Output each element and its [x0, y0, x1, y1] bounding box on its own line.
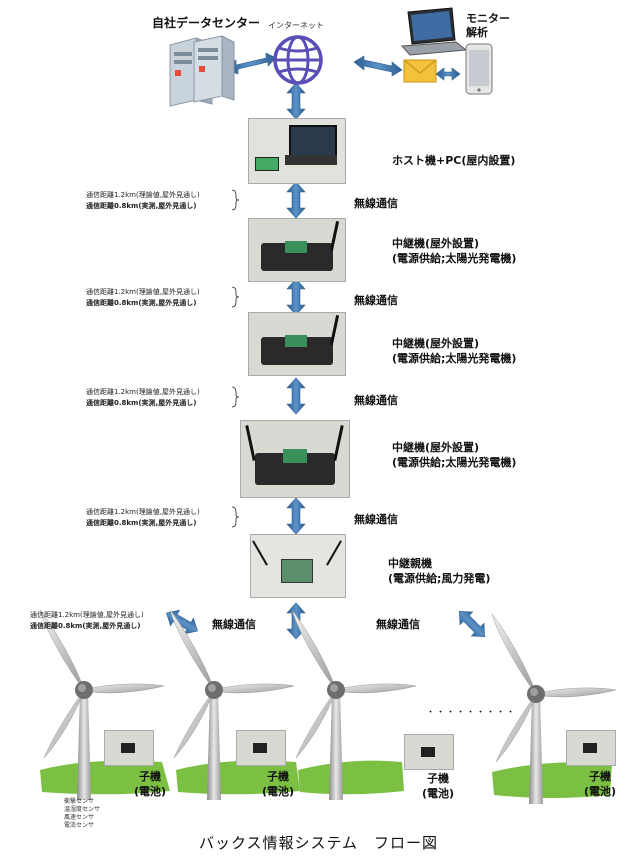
sensor-wind-speed: 風速センサ — [64, 814, 95, 821]
brace-1 — [231, 189, 240, 211]
server-icon — [169, 35, 235, 107]
arrow-link-2 — [286, 278, 306, 316]
child-2-label: 子機 (電池) — [262, 769, 294, 799]
relay-1-line2: (電源供給;太陽光発電機) — [392, 252, 517, 265]
link-1-label: 無線通信 — [354, 197, 398, 210]
link-4-theory: 通信距離1.2km(理論値,屋外見通し) — [86, 508, 200, 516]
child-4-line1: 子機 — [589, 770, 612, 783]
brace-3 — [231, 386, 240, 408]
child-1-label: 子機 (電池) — [134, 769, 166, 799]
child-photo-4 — [566, 730, 616, 766]
arrow-link-4 — [286, 497, 306, 535]
relay-photo-1 — [248, 218, 346, 282]
link-1-measured: 通信距離0.8km(実測,屋外見通し) — [86, 202, 197, 210]
child-4-label: 子機 (電池) — [584, 769, 616, 799]
arrow-link-3 — [286, 377, 306, 415]
child-3-label: 子機 (電池) — [422, 771, 454, 801]
brace-2 — [231, 286, 240, 308]
relay-3-label: 中継機(屋外設置) (電源供給;太陽光発電機) — [392, 440, 516, 470]
parent-relay-line2: (電源供給;風力発電) — [388, 572, 491, 585]
sensor-temp-humidity: 温湿度センサ — [64, 806, 101, 813]
link-3-distance: 通信距離1.2km(理論値,屋外見通し) 通信距離0.8km(実測,屋外見通し) — [86, 387, 200, 409]
link-3-label: 無線通信 — [354, 394, 398, 407]
link-4-label: 無線通信 — [354, 513, 398, 526]
link-4-measured: 通信距離0.8km(実測,屋外見通し) — [86, 519, 197, 527]
child-2-line1: 子機 — [267, 770, 290, 783]
relay-1-label: 中継機(屋外設置) (電源供給;太陽光発電機) — [392, 236, 516, 266]
bottom-link-theory: 通信距離1.2km(理論値,屋外見通し) — [30, 611, 144, 619]
grass-hills — [40, 760, 612, 798]
relay-2-line2: (電源供給;太陽光発電機) — [392, 352, 517, 365]
sensor-list: 衝撃センサ 温湿度センサ 風速センサ 電流センサ — [64, 798, 100, 830]
link-2-label: 無線通信 — [354, 294, 398, 307]
figure-caption: バックス情報システム フロー図 — [198, 834, 439, 852]
bottom-link-label-center: 無線通信 — [212, 618, 256, 631]
monitor-label-line2: 解析 — [466, 26, 488, 39]
mail-icon — [403, 59, 437, 83]
relay-photo-3 — [240, 420, 350, 498]
link-3-theory: 通信距離1.2km(理論値,屋外見通し) — [86, 388, 200, 396]
sensor-current: 電流センサ — [64, 822, 95, 829]
parent-relay-label: 中継親機 (電源供給;風力発電) — [388, 556, 490, 586]
link-2-measured: 通信距離0.8km(実測,屋外見通し) — [86, 299, 197, 307]
internet-label: インターネット — [268, 21, 324, 30]
smartphone-icon — [465, 43, 493, 95]
parent-relay-photo — [250, 534, 346, 598]
sensor-impact: 衝撃センサ — [64, 798, 95, 805]
arrow-link-1 — [286, 181, 306, 219]
child-1-line1: 子機 — [139, 770, 162, 783]
child-4-line2: (電池) — [584, 785, 617, 798]
relay-1-line1: 中継機(屋外設置) — [392, 237, 480, 250]
link-4-distance: 通信距離1.2km(理論値,屋外見通し) 通信距離0.8km(実測,屋外見通し) — [86, 507, 200, 529]
arrow-internet-mail — [353, 55, 403, 77]
globe-icon — [273, 35, 323, 85]
link-1-theory: 通信距離1.2km(理論値,屋外見通し) — [86, 191, 200, 199]
link-3-measured: 通信距離0.8km(実測,屋外見通し) — [86, 399, 197, 407]
link-2-theory: 通信距離1.2km(理論値,屋外見通し) — [86, 288, 200, 296]
host-pc-photo — [248, 118, 346, 184]
arrow-internet-host — [286, 82, 306, 120]
child-2-line2: (電池) — [262, 785, 295, 798]
child-photo-3 — [404, 734, 454, 770]
bottom-link-distance: 通信距離1.2km(理論値,屋外見通し) 通信距離0.8km(実測,屋外見通し) — [30, 610, 144, 632]
child-photo-1 — [104, 730, 154, 766]
child-3-line2: (電池) — [422, 787, 455, 800]
bottom-link-measured: 通信距離0.8km(実測,屋外見通し) — [30, 622, 141, 630]
parent-relay-line1: 中継親機 — [388, 557, 432, 570]
link-2-distance: 通信距離1.2km(理論値,屋外見通し) 通信距離0.8km(実測,屋外見通し) — [86, 287, 200, 309]
bottom-link-label-right: 無線通信 — [376, 618, 420, 631]
relay-3-line1: 中継機(屋外設置) — [392, 441, 480, 454]
relay-photo-2 — [248, 312, 346, 376]
monitor-label-line1: モニター — [466, 12, 510, 25]
more-children-ellipsis: ・・・・・・・・・ — [426, 708, 517, 718]
link-1-distance: 通信距離1.2km(理論値,屋外見通し) 通信距離0.8km(実測,屋外見通し) — [86, 190, 200, 212]
datacenter-label: 自社データセンター — [152, 16, 261, 30]
relay-3-line2: (電源供給;太陽光発電機) — [392, 456, 517, 469]
relay-2-label: 中継機(屋外設置) (電源供給;太陽光発電機) — [392, 336, 516, 366]
laptop-icon — [400, 7, 468, 56]
child-photo-2 — [236, 730, 286, 766]
arrow-bottom-right — [452, 604, 492, 644]
child-3-line1: 子機 — [427, 772, 450, 785]
arrow-mail-phone — [435, 67, 461, 81]
brace-4 — [231, 506, 240, 528]
child-1-line2: (電池) — [134, 785, 167, 798]
relay-2-line1: 中継機(屋外設置) — [392, 337, 480, 350]
host-label: ホスト機+PC(屋内設置) — [392, 154, 516, 167]
monitor-label: モニター 解析 — [466, 12, 510, 40]
